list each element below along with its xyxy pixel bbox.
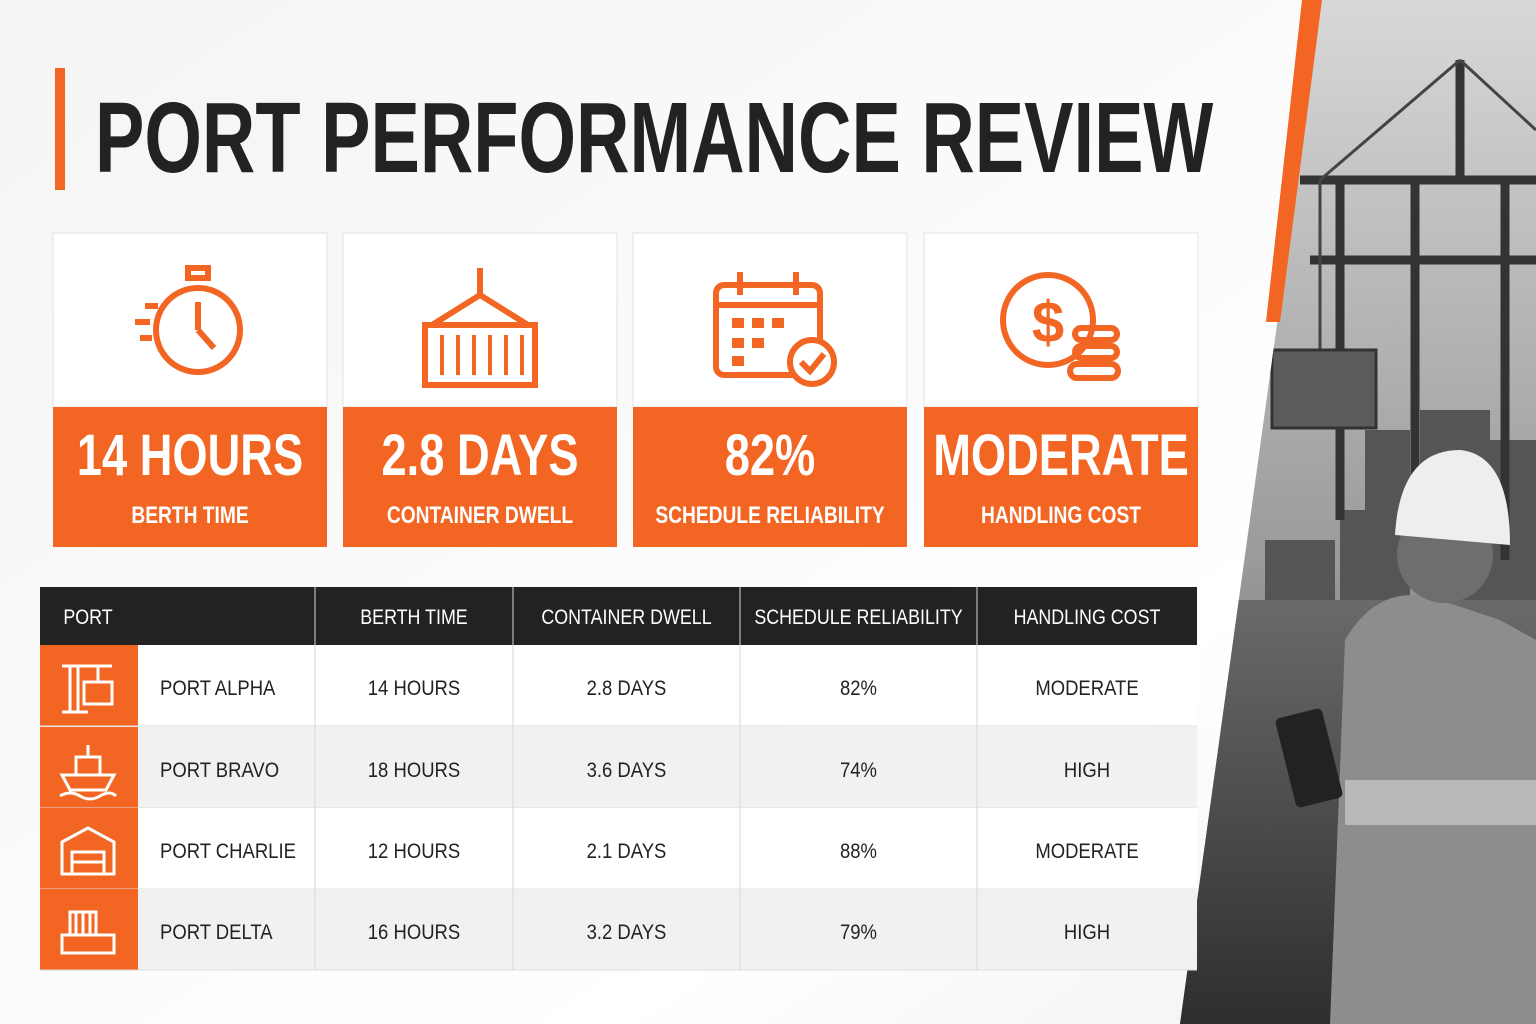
- table-row: [138, 889, 1197, 970]
- card-value: MODERATE: [933, 423, 1189, 488]
- table-cell: MODERATE: [1035, 840, 1138, 863]
- kpi-card: 14 HOURS BERTH TIME: [52, 232, 328, 547]
- card-bottom: [924, 407, 1198, 547]
- container-icon: [422, 268, 538, 388]
- card-label: SCHEDULE RELIABILITY: [655, 502, 884, 529]
- kpi-cards: 14 HOURS BERTH TIME 2.8 DAYS CONTAINER DWEL…: [52, 232, 1199, 547]
- table-cell: 79%: [840, 921, 877, 944]
- crane-icon: [62, 664, 114, 714]
- card-icons: $: [135, 265, 1121, 388]
- table-cell: HIGH: [1064, 921, 1110, 944]
- row-icons: [59, 664, 118, 955]
- ship-icon: [59, 745, 118, 801]
- table-cell: 2.8 DAYS: [587, 677, 667, 700]
- cost-icon: $: [1000, 272, 1121, 381]
- column-header: PORT: [63, 606, 112, 629]
- table-cell: 2.1 DAYS: [587, 840, 667, 863]
- card-bottom: [53, 407, 327, 547]
- card-top: [923, 232, 1199, 408]
- calendar-icon: [713, 272, 837, 387]
- card-bottom: [343, 407, 617, 547]
- title-bar: [55, 68, 65, 190]
- column-header: CONTAINER DWELL: [541, 606, 711, 629]
- accent-stripe: [1266, 0, 1322, 322]
- table-cell: HIGH: [1064, 759, 1110, 782]
- table-cell: 16 HOURS: [368, 921, 460, 944]
- table-cell: 3.2 DAYS: [587, 921, 667, 944]
- table-cell: 88%: [840, 840, 877, 863]
- card-value: 14 HOURS: [77, 423, 303, 488]
- row-icon-cell: [40, 808, 138, 889]
- port-name: PORT DELTA: [160, 921, 273, 944]
- kpi-card: 2.8 DAYS CONTAINER DWELL: [342, 232, 618, 547]
- table-cell: 18 HOURS: [368, 759, 460, 782]
- card-label: HANDLING COST: [981, 502, 1141, 529]
- table-cell: 14 HOURS: [368, 677, 460, 700]
- column-header: BERTH TIME: [360, 606, 467, 629]
- card-top: [342, 232, 618, 408]
- card-label: CONTAINER DWELL: [387, 502, 573, 529]
- table-header: [40, 587, 1197, 645]
- card-bottom: [633, 407, 907, 547]
- table-row: [138, 727, 1197, 808]
- row-icon-cell: [40, 645, 138, 726]
- data-table: PORT ALPHA 14 HOURS 2.8 DAYS 82% MODERATE POR…: [40, 587, 1197, 971]
- card-value: 2.8 DAYS: [382, 423, 579, 488]
- card-value: 82%: [725, 423, 816, 488]
- card-top: [52, 232, 328, 408]
- table-cell: 82%: [840, 677, 877, 700]
- table-cell: 74%: [840, 759, 877, 782]
- containers-icon: [60, 910, 116, 955]
- port-name: PORT CHARLIE: [160, 840, 296, 863]
- table-cell: 3.6 DAYS: [587, 759, 667, 782]
- svg-text:$: $: [1032, 290, 1064, 355]
- card-top: [632, 232, 908, 408]
- table-cell: 12 HOURS: [368, 840, 460, 863]
- column-header: HANDLING COST: [1014, 606, 1161, 629]
- table-cell: MODERATE: [1035, 677, 1138, 700]
- port-name: PORT ALPHA: [160, 677, 275, 700]
- title: PORT PERFORMANCE REVIEW: [95, 82, 1214, 194]
- card-label: BERTH TIME: [131, 502, 248, 529]
- row-icon-cell: [40, 727, 138, 808]
- warehouse-icon: [60, 826, 116, 876]
- kpi-card: 82% SCHEDULE RELIABILITY: [632, 232, 908, 547]
- kpi-card: MODERATE HANDLING COST: [923, 232, 1199, 547]
- column-header: SCHEDULE RELIABILITY: [754, 606, 962, 629]
- stopwatch-icon: [135, 265, 243, 375]
- port-name: PORT BRAVO: [160, 759, 279, 782]
